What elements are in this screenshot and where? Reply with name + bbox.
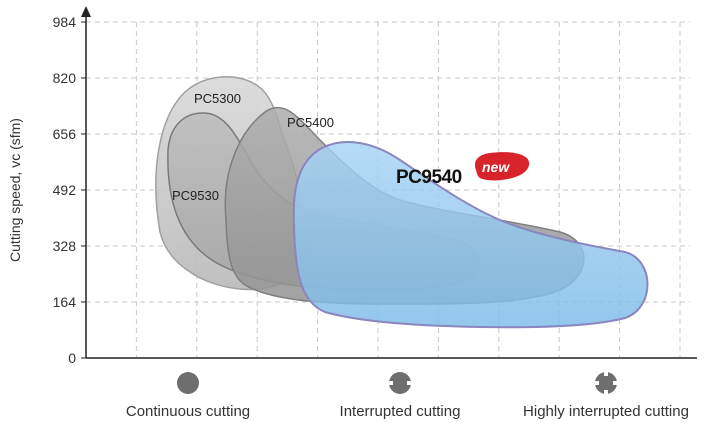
category-icons: [177, 370, 619, 396]
new-badge-text: new: [482, 159, 510, 175]
region-pc9540: [292, 141, 649, 329]
y-tick-label-0: 0: [68, 350, 76, 366]
label-pc5400: PC5400: [287, 115, 334, 130]
label-pc5300: PC5300: [194, 91, 241, 106]
y-tick-labels: 0 164 328 492 656 820 984: [53, 14, 86, 366]
y-tick-label-328: 328: [53, 238, 77, 254]
y-axis-title: Cutting speed, vc (sfm): [7, 118, 23, 262]
label-pc9530: PC9530: [172, 188, 219, 203]
y-tick-label-820: 820: [53, 70, 77, 86]
category-label-highly-interrupted: Highly interrupted cutting: [523, 403, 689, 420]
axes: [81, 6, 697, 359]
y-axis-arrow: [81, 6, 91, 17]
interrupted-circle-icon: [387, 372, 413, 394]
y-tick-label-492: 492: [53, 182, 77, 198]
y-tick-label-656: 656: [53, 126, 77, 142]
category-labels: Continuous cutting Interrupted cutting H…: [126, 403, 689, 420]
new-badge: new: [474, 152, 530, 181]
highly-interrupted-circle-icon: [593, 370, 619, 396]
category-label-interrupted: Interrupted cutting: [340, 403, 461, 420]
solid-circle-icon: [177, 372, 199, 394]
new-badge-shape: [474, 152, 530, 181]
category-label-continuous: Continuous cutting: [126, 403, 250, 420]
grade-regions: [155, 76, 649, 329]
y-tick-label-164: 164: [53, 294, 77, 310]
grade-labels: PC5300 PC5400 PC9530 PC9540 new: [172, 91, 530, 203]
y-tick-label-984: 984: [53, 14, 77, 30]
label-pc9540: PC9540: [396, 167, 462, 188]
